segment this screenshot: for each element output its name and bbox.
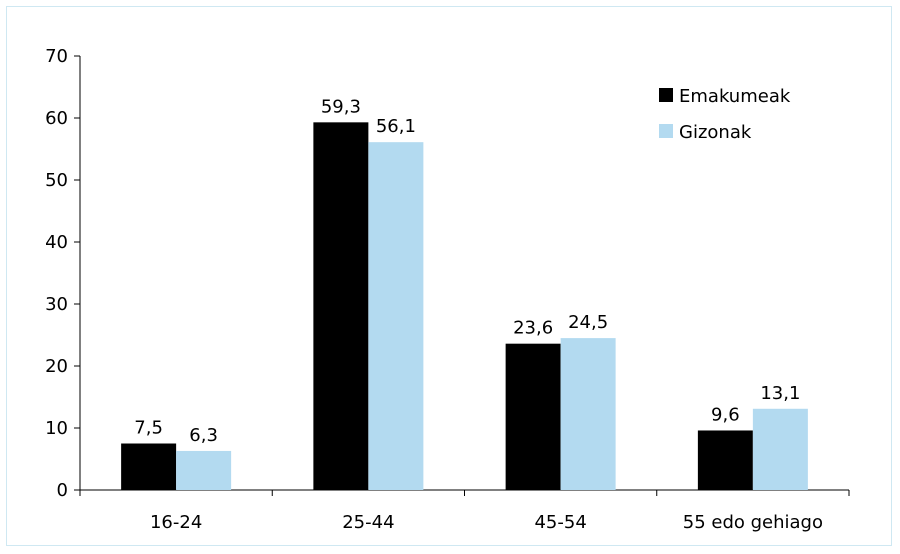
bar	[176, 450, 232, 490]
y-tick-label: 0	[57, 480, 68, 501]
y-tick-label: 10	[45, 418, 68, 439]
y-tick-label: 40	[45, 232, 68, 253]
bar	[505, 343, 561, 490]
data-label: 6,3	[189, 425, 218, 446]
bar	[313, 122, 369, 490]
bar	[368, 142, 424, 490]
data-label: 24,5	[568, 312, 608, 333]
y-tick-label: 60	[45, 108, 68, 129]
x-tick-label: 25-44	[342, 512, 394, 533]
x-tick-label: 16-24	[150, 512, 202, 533]
y-tick-label: 50	[45, 170, 68, 191]
data-label: 23,6	[513, 318, 553, 339]
bar	[697, 430, 753, 490]
y-tick-label: 20	[45, 356, 68, 377]
y-tick-label: 30	[45, 294, 68, 315]
legend-label: Gizonak	[679, 122, 752, 143]
data-label: 56,1	[376, 116, 416, 137]
legend-swatch	[659, 88, 673, 102]
bar	[121, 443, 177, 490]
bar	[752, 408, 808, 490]
labels: 0 10 20 30 40 50 60 70 16-24 7,5 6,3 25-44 59,3 56,1 4…	[45, 46, 823, 533]
bars	[121, 122, 808, 490]
data-label: 59,3	[321, 96, 361, 117]
x-tick-label: 45-54	[534, 512, 586, 533]
x-tick-label: 55 edo gehiago	[683, 512, 823, 533]
legend-swatch	[659, 124, 673, 138]
legend-label: Emakumeak	[679, 86, 791, 107]
y-tick-label: 70	[45, 46, 68, 67]
bar	[560, 338, 616, 490]
data-label: 13,1	[760, 383, 800, 404]
data-label: 7,5	[134, 418, 163, 439]
data-label: 9,6	[711, 404, 740, 425]
legend: Emakumeak Gizonak	[659, 86, 791, 143]
